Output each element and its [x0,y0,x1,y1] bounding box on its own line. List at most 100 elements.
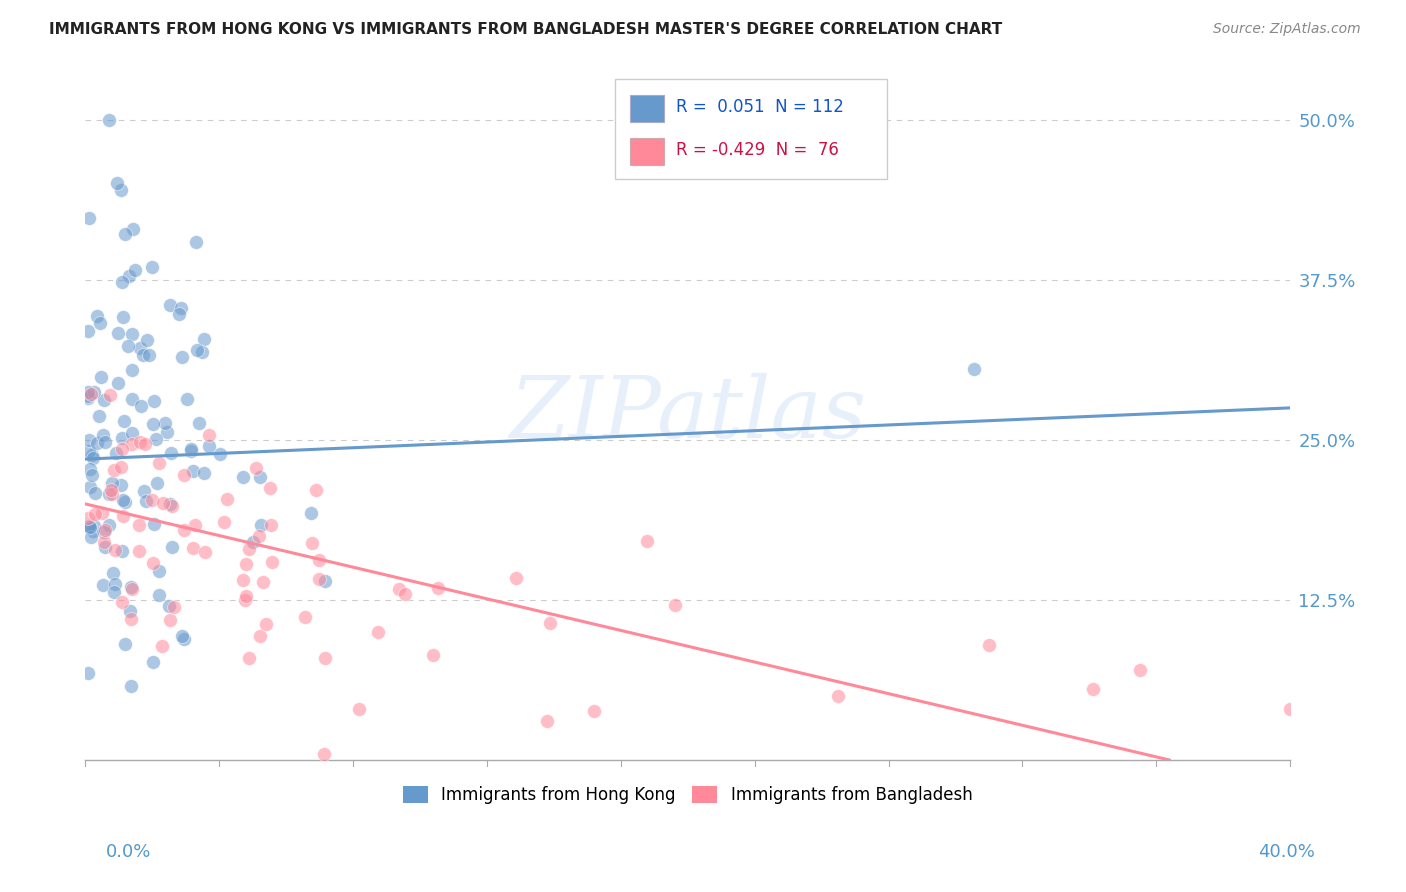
Point [260,555,283,569]
Point [1128,664,1150,678]
Point [135,494,157,508]
Point [159,497,181,511]
Point [112,509,135,524]
Point [83,385,105,400]
Point [664,598,686,612]
Text: ZIPatlas: ZIPatlas [509,373,866,456]
Point [197,428,219,442]
Point [97,487,120,501]
Point [94,540,117,554]
Point [111,275,134,289]
Point [98,112,121,127]
Point [173,468,195,483]
Point [235,557,257,571]
Point [186,235,208,249]
Point [110,183,132,197]
Point [150,639,173,653]
Point [91,578,114,592]
Point [90,506,112,520]
Text: R = -0.429  N =  76: R = -0.429 N = 76 [676,141,838,159]
Point [347,702,370,716]
Point [387,582,409,596]
Point [118,268,141,283]
Point [98,518,121,533]
Point [121,326,143,341]
Point [538,615,561,630]
Point [93,393,115,408]
Point [110,431,132,445]
Legend: Immigrants from Hong Kong, Immigrants from Bangladesh: Immigrants from Hong Kong, Immigrants fr… [396,779,979,811]
Point [963,362,986,376]
Text: IMMIGRANTS FROM HONG KONG VS IMMIGRANTS FROM BANGLADESH MASTER'S DEGREE CORRELAT: IMMIGRANTS FROM HONG KONG VS IMMIGRANTS … [49,22,1002,37]
FancyBboxPatch shape [616,78,887,179]
Point [120,612,142,626]
Point [121,437,143,451]
Point [153,416,176,430]
Point [79,520,101,534]
Point [77,518,100,533]
Point [120,679,142,693]
Point [121,392,143,406]
Point [93,534,115,549]
Point [77,389,100,403]
Point [194,545,217,559]
Point [122,221,145,235]
Point [128,517,150,532]
Point [215,492,238,507]
Point [77,433,100,447]
Point [90,370,112,384]
Point [77,511,100,525]
Point [82,524,104,538]
FancyBboxPatch shape [630,138,664,165]
Point [245,461,267,475]
Point [110,460,132,475]
Point [314,747,336,761]
Point [301,536,323,550]
Point [193,332,215,346]
Point [129,435,152,450]
Point [142,394,165,409]
Point [159,298,181,312]
Point [105,176,128,190]
Point [129,399,152,413]
Point [91,428,114,442]
Point [183,464,205,478]
Point [124,263,146,277]
Point [314,651,336,665]
Text: Source: ZipAtlas.com: Source: ZipAtlas.com [1213,22,1361,37]
Point [367,624,389,639]
Point [142,656,165,670]
Point [100,483,122,498]
Point [247,529,270,543]
Point [114,414,136,428]
Point [254,617,277,632]
Point [82,467,104,482]
Point [131,348,153,362]
Point [422,648,444,662]
Point [148,564,170,578]
Point [180,443,202,458]
Point [308,553,330,567]
Point [86,309,108,323]
Point [114,637,136,651]
Point [505,571,527,585]
Point [160,540,183,554]
Point [132,484,155,499]
Point [394,586,416,600]
Point [111,544,134,558]
Point [84,507,107,521]
Point [252,574,274,589]
Point [827,689,849,703]
Point [235,589,257,603]
Point [145,432,167,446]
Point [308,572,330,586]
Point [110,478,132,492]
Point [536,714,558,729]
Point [583,704,606,718]
Point [94,523,117,537]
Point [107,376,129,390]
Point [121,582,143,596]
Point [238,651,260,665]
Point [172,629,194,643]
Point [186,343,208,358]
